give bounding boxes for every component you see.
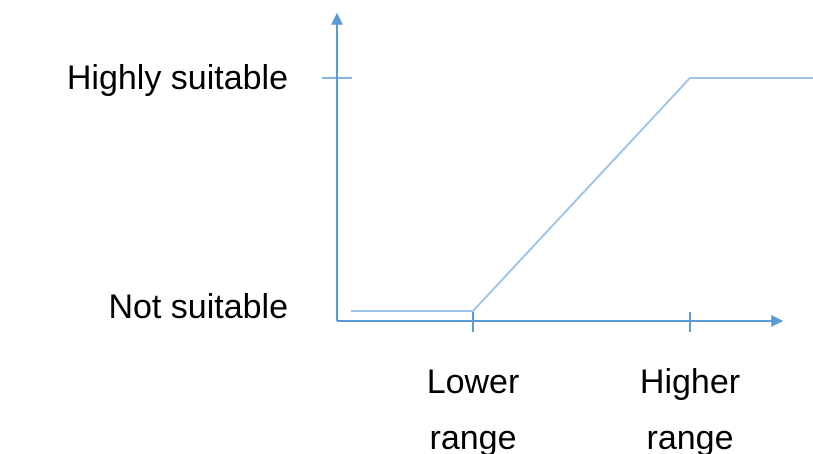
x-tick-label-line: Lower bbox=[427, 363, 520, 401]
x-tick-label-line: range bbox=[430, 419, 517, 454]
x-tick-label-1: Lower range bbox=[427, 363, 520, 454]
series-line-1 bbox=[351, 77, 813, 312]
y-tick-label-2: Highly suitable bbox=[67, 59, 288, 97]
x-tick-label-2: Higher range bbox=[640, 363, 740, 454]
x-tick-label-line: Higher bbox=[640, 363, 740, 401]
x-tick-label-line: range bbox=[647, 419, 734, 454]
y-tick-label-1: Not suitable bbox=[108, 288, 288, 326]
